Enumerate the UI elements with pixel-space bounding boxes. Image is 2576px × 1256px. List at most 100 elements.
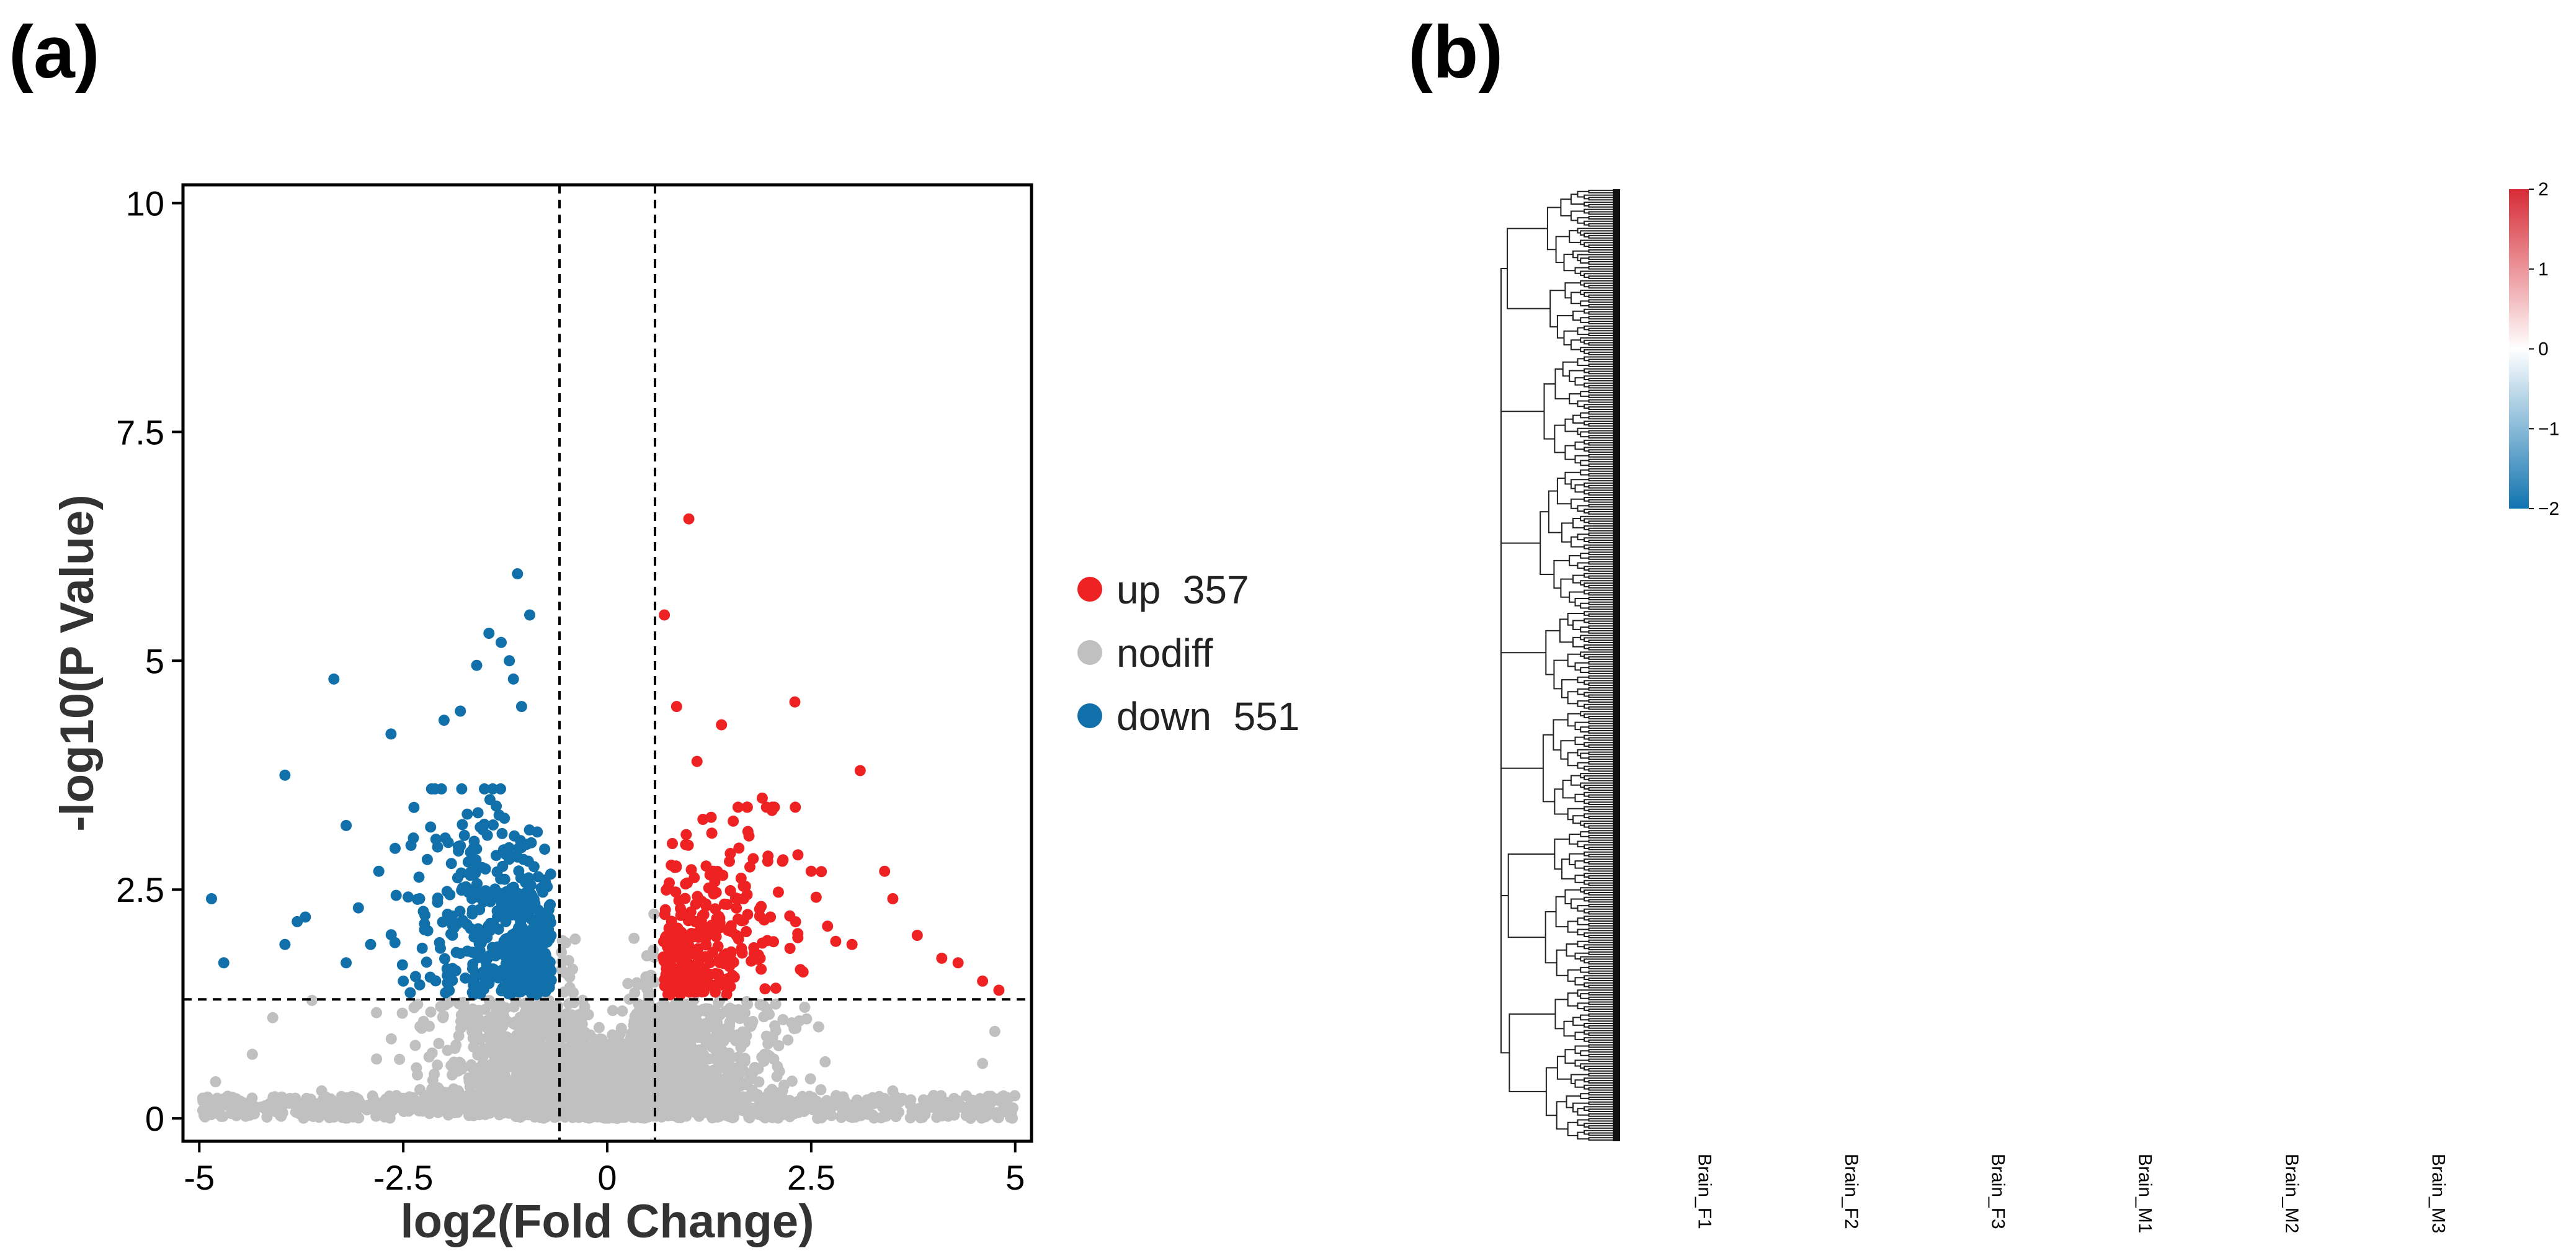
- point-nodiff: [506, 1104, 518, 1116]
- dendrogram-branch: [1588, 430, 1614, 434]
- point-down: [513, 922, 524, 933]
- dendrogram-branch: [1588, 725, 1614, 729]
- dendrogram-branch: [1588, 646, 1614, 651]
- point-nodiff: [559, 1095, 571, 1107]
- dendrogram-branch: [1588, 946, 1614, 951]
- point-nodiff: [643, 992, 655, 1004]
- point-nodiff: [633, 1095, 644, 1107]
- point-down: [528, 861, 540, 873]
- point-nodiff: [613, 1038, 625, 1050]
- point-nodiff: [831, 1098, 842, 1110]
- point-nodiff: [328, 1111, 340, 1123]
- dendrogram-branch: [1577, 688, 1589, 695]
- point-down: [390, 889, 402, 901]
- point-nodiff: [702, 1104, 713, 1116]
- point-down: [444, 889, 456, 901]
- dendrogram-branch: [1588, 951, 1614, 955]
- point-down: [521, 839, 533, 850]
- point-down: [432, 893, 443, 904]
- dendrogram-branch: [1580, 431, 1589, 438]
- point-nodiff: [471, 1026, 483, 1038]
- dendrogram-branch: [1588, 1001, 1614, 1005]
- point-down: [477, 891, 489, 902]
- dendrogram-branch: [1588, 730, 1614, 734]
- dendrogram-branch: [1588, 592, 1614, 596]
- point-up: [710, 931, 722, 943]
- point-up: [692, 932, 704, 943]
- point-nodiff: [760, 1030, 772, 1042]
- point-up: [724, 855, 735, 867]
- dendrogram-branch: [1567, 1121, 1578, 1136]
- dendrogram-branch: [1588, 351, 1614, 355]
- point-up: [755, 963, 767, 975]
- point-nodiff: [455, 1015, 466, 1027]
- point-nodiff: [753, 1076, 765, 1088]
- dendrogram-branch: [1567, 613, 1584, 626]
- dendrogram-branch: [1572, 620, 1584, 630]
- dendrogram-branch: [1588, 744, 1614, 748]
- point-up: [854, 765, 866, 777]
- dendrogram-branch: [1588, 706, 1614, 710]
- point-up: [686, 948, 698, 960]
- point-down: [475, 988, 486, 1000]
- point-nodiff: [441, 1093, 453, 1105]
- dendrogram-branch: [1588, 416, 1614, 420]
- point-nodiff: [264, 1105, 275, 1116]
- dendrogram-branch: [1580, 726, 1589, 733]
- point-nodiff: [880, 1110, 892, 1122]
- dendrogram-branch: [1588, 449, 1614, 453]
- point-nodiff: [887, 1085, 899, 1097]
- legend-key-nodiff: [1077, 640, 1102, 665]
- point-nodiff: [989, 1025, 1001, 1037]
- point-nodiff: [449, 1043, 461, 1054]
- dendrogram-branch: [1577, 929, 1589, 936]
- dendrogram-branch: [1548, 490, 1562, 533]
- dendrogram-branch: [1567, 752, 1578, 767]
- point-down: [341, 957, 352, 969]
- point-nodiff: [716, 1045, 728, 1057]
- dendrogram-branch: [1555, 896, 1568, 928]
- point-down: [421, 956, 432, 968]
- point-up: [674, 963, 686, 974]
- point-down: [403, 891, 414, 903]
- point-down: [472, 807, 484, 819]
- point-up: [659, 904, 671, 915]
- x-tick-label: -2.5: [373, 1158, 434, 1197]
- point-nodiff: [247, 1108, 259, 1120]
- dendrogram-branch: [1500, 652, 1546, 769]
- point-down: [416, 942, 428, 954]
- point-down: [425, 821, 437, 833]
- point-nodiff: [762, 1090, 774, 1102]
- point-down: [292, 915, 303, 927]
- dendrogram-branch: [1570, 292, 1581, 305]
- dendrogram-branch: [1574, 598, 1589, 607]
- point-nodiff: [664, 1070, 676, 1082]
- point-nodiff: [539, 1044, 551, 1056]
- point-up: [710, 986, 721, 998]
- legend-key-down: [1077, 703, 1102, 728]
- dendrogram-branch: [1542, 734, 1555, 803]
- dendrogram-branch: [1572, 414, 1584, 424]
- point-nodiff: [246, 1092, 258, 1104]
- point-nodiff: [617, 1005, 628, 1017]
- point-down: [495, 873, 507, 884]
- point-nodiff: [613, 1089, 625, 1101]
- point-nodiff: [492, 1079, 504, 1091]
- dendrogram-branch: [1567, 713, 1581, 727]
- dendrogram-branch: [1577, 505, 1589, 512]
- dendrogram-branch: [1588, 520, 1614, 525]
- point-nodiff: [732, 1092, 743, 1103]
- point-nodiff: [815, 1084, 827, 1095]
- point-nodiff: [533, 1087, 545, 1098]
- point-down: [545, 974, 557, 986]
- point-nodiff: [396, 1007, 408, 1019]
- dendrogram-branch: [1577, 989, 1614, 997]
- point-down: [545, 868, 556, 880]
- point-up: [659, 609, 671, 621]
- point-nodiff: [819, 1056, 831, 1067]
- point-up: [762, 850, 774, 862]
- dendrogram-branch: [1588, 1108, 1614, 1112]
- point-down: [510, 909, 522, 921]
- point-nodiff: [458, 1005, 470, 1017]
- point-up: [675, 927, 687, 938]
